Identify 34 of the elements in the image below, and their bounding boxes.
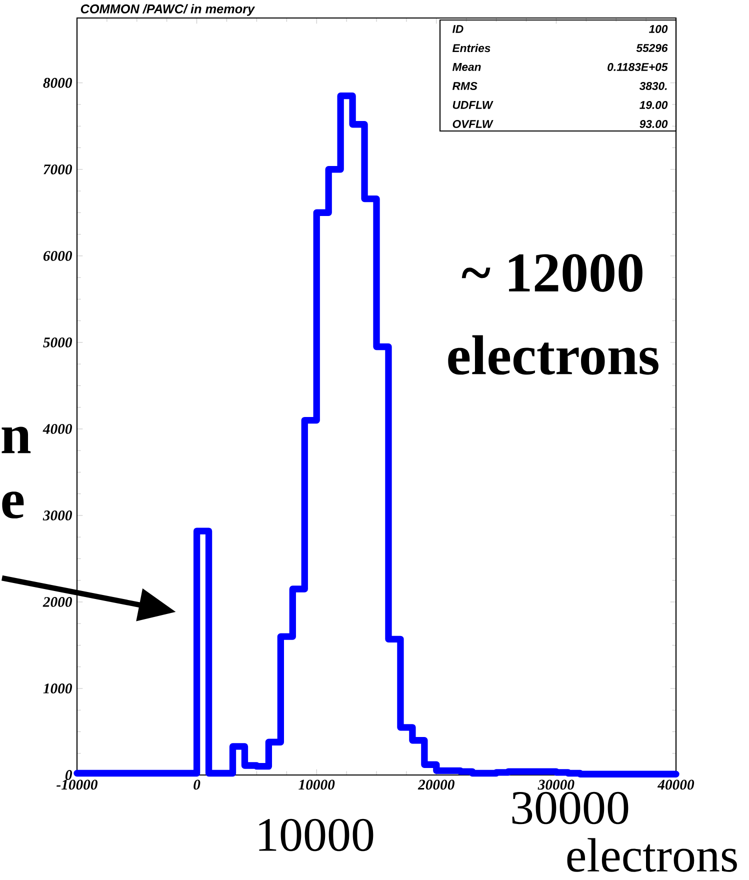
x-tick-label: 0 <box>194 780 200 790</box>
y-tick-label: 4000 <box>42 424 72 434</box>
text: 10000 <box>259 818 374 852</box>
chart-title: COMMON /PAWC/ in memory <box>80 4 256 16</box>
y-tick-label: 6000 <box>43 250 72 261</box>
annotation: 19.00 <box>640 100 668 109</box>
text: e <box>2 492 24 518</box>
annotation: Entries <box>452 44 490 52</box>
annotation: Mean <box>452 63 481 71</box>
annotation: 100 <box>649 24 668 33</box>
annotation: 55296 <box>636 44 668 52</box>
y-tick-label: 0 <box>65 770 72 780</box>
x-tick-label: 30000 <box>538 780 574 790</box>
y-tick-label: 5000 <box>43 337 72 348</box>
annotation: RMS <box>452 82 478 90</box>
text: electrons <box>567 838 737 872</box>
x-tick-label: -10000 <box>56 780 98 790</box>
y-tick-label: 3000 <box>42 510 72 520</box>
annotation: 93.00 <box>640 120 668 128</box>
y-tick-label: 1000 <box>43 684 72 694</box>
annotation: ~ 12000 <box>462 254 642 292</box>
x-tick-label: 20000 <box>418 780 454 790</box>
annotation: 0.1183E+05 <box>608 62 668 71</box>
y-tick-label: 8000 <box>43 78 72 88</box>
annotation: electrons <box>448 335 658 375</box>
text: n <box>2 426 31 454</box>
x-tick-label: 40000 <box>657 780 694 790</box>
y-tick-label: 2000 <box>42 597 72 607</box>
annotation: ID <box>452 25 464 33</box>
annotation: 3830. <box>639 82 667 90</box>
x-tick-label: 10000 <box>298 780 335 790</box>
y-tick-label: 7000 <box>44 164 72 174</box>
annotation: UDFLW <box>452 101 494 109</box>
annotation: OVFLW <box>452 120 494 128</box>
